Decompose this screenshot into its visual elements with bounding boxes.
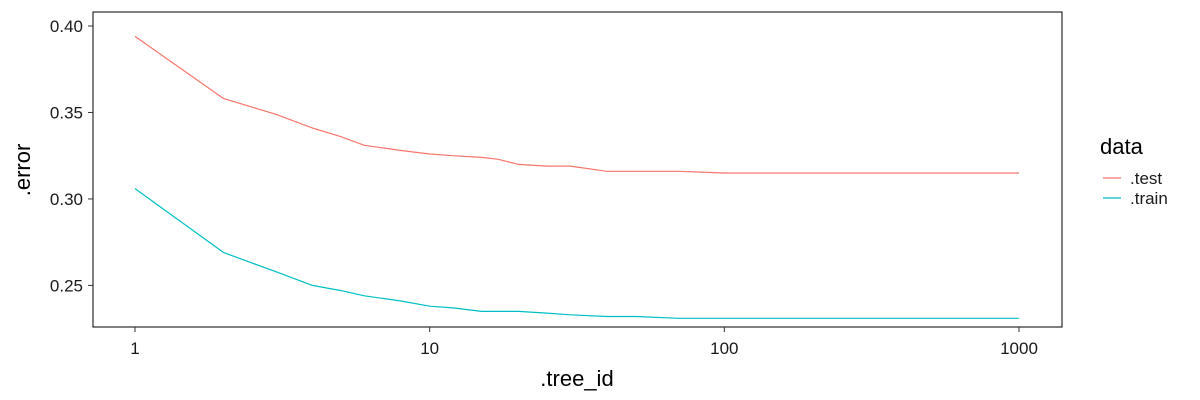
y-tick-label: 0.30 <box>50 190 83 209</box>
legend-label: .train <box>1130 189 1168 208</box>
x-axis-title: .tree_id <box>540 366 613 391</box>
x-tick-label: 1 <box>130 339 139 358</box>
y-tick-label: 0.35 <box>50 103 83 122</box>
x-tick-label: 10 <box>420 339 439 358</box>
plot-panel-border <box>92 11 1063 328</box>
series-line-train <box>134 188 1019 319</box>
x-tick-label: 1000 <box>1000 339 1038 358</box>
y-tick-label: 0.25 <box>50 276 83 295</box>
x-tick-label: 100 <box>710 339 738 358</box>
legend-title: data <box>1100 134 1144 159</box>
series-layer <box>134 35 1019 319</box>
series-line-test <box>134 35 1019 174</box>
legend: data .test.train <box>1100 134 1168 208</box>
y-axis-title: .error <box>10 144 35 197</box>
x-axis: 1 10 100 1000 <box>130 327 1038 358</box>
y-tick-label: 0.40 <box>50 17 83 36</box>
y-axis: 0.25 0.30 0.35 0.40 <box>50 17 93 295</box>
legend-label: .test <box>1130 169 1162 188</box>
